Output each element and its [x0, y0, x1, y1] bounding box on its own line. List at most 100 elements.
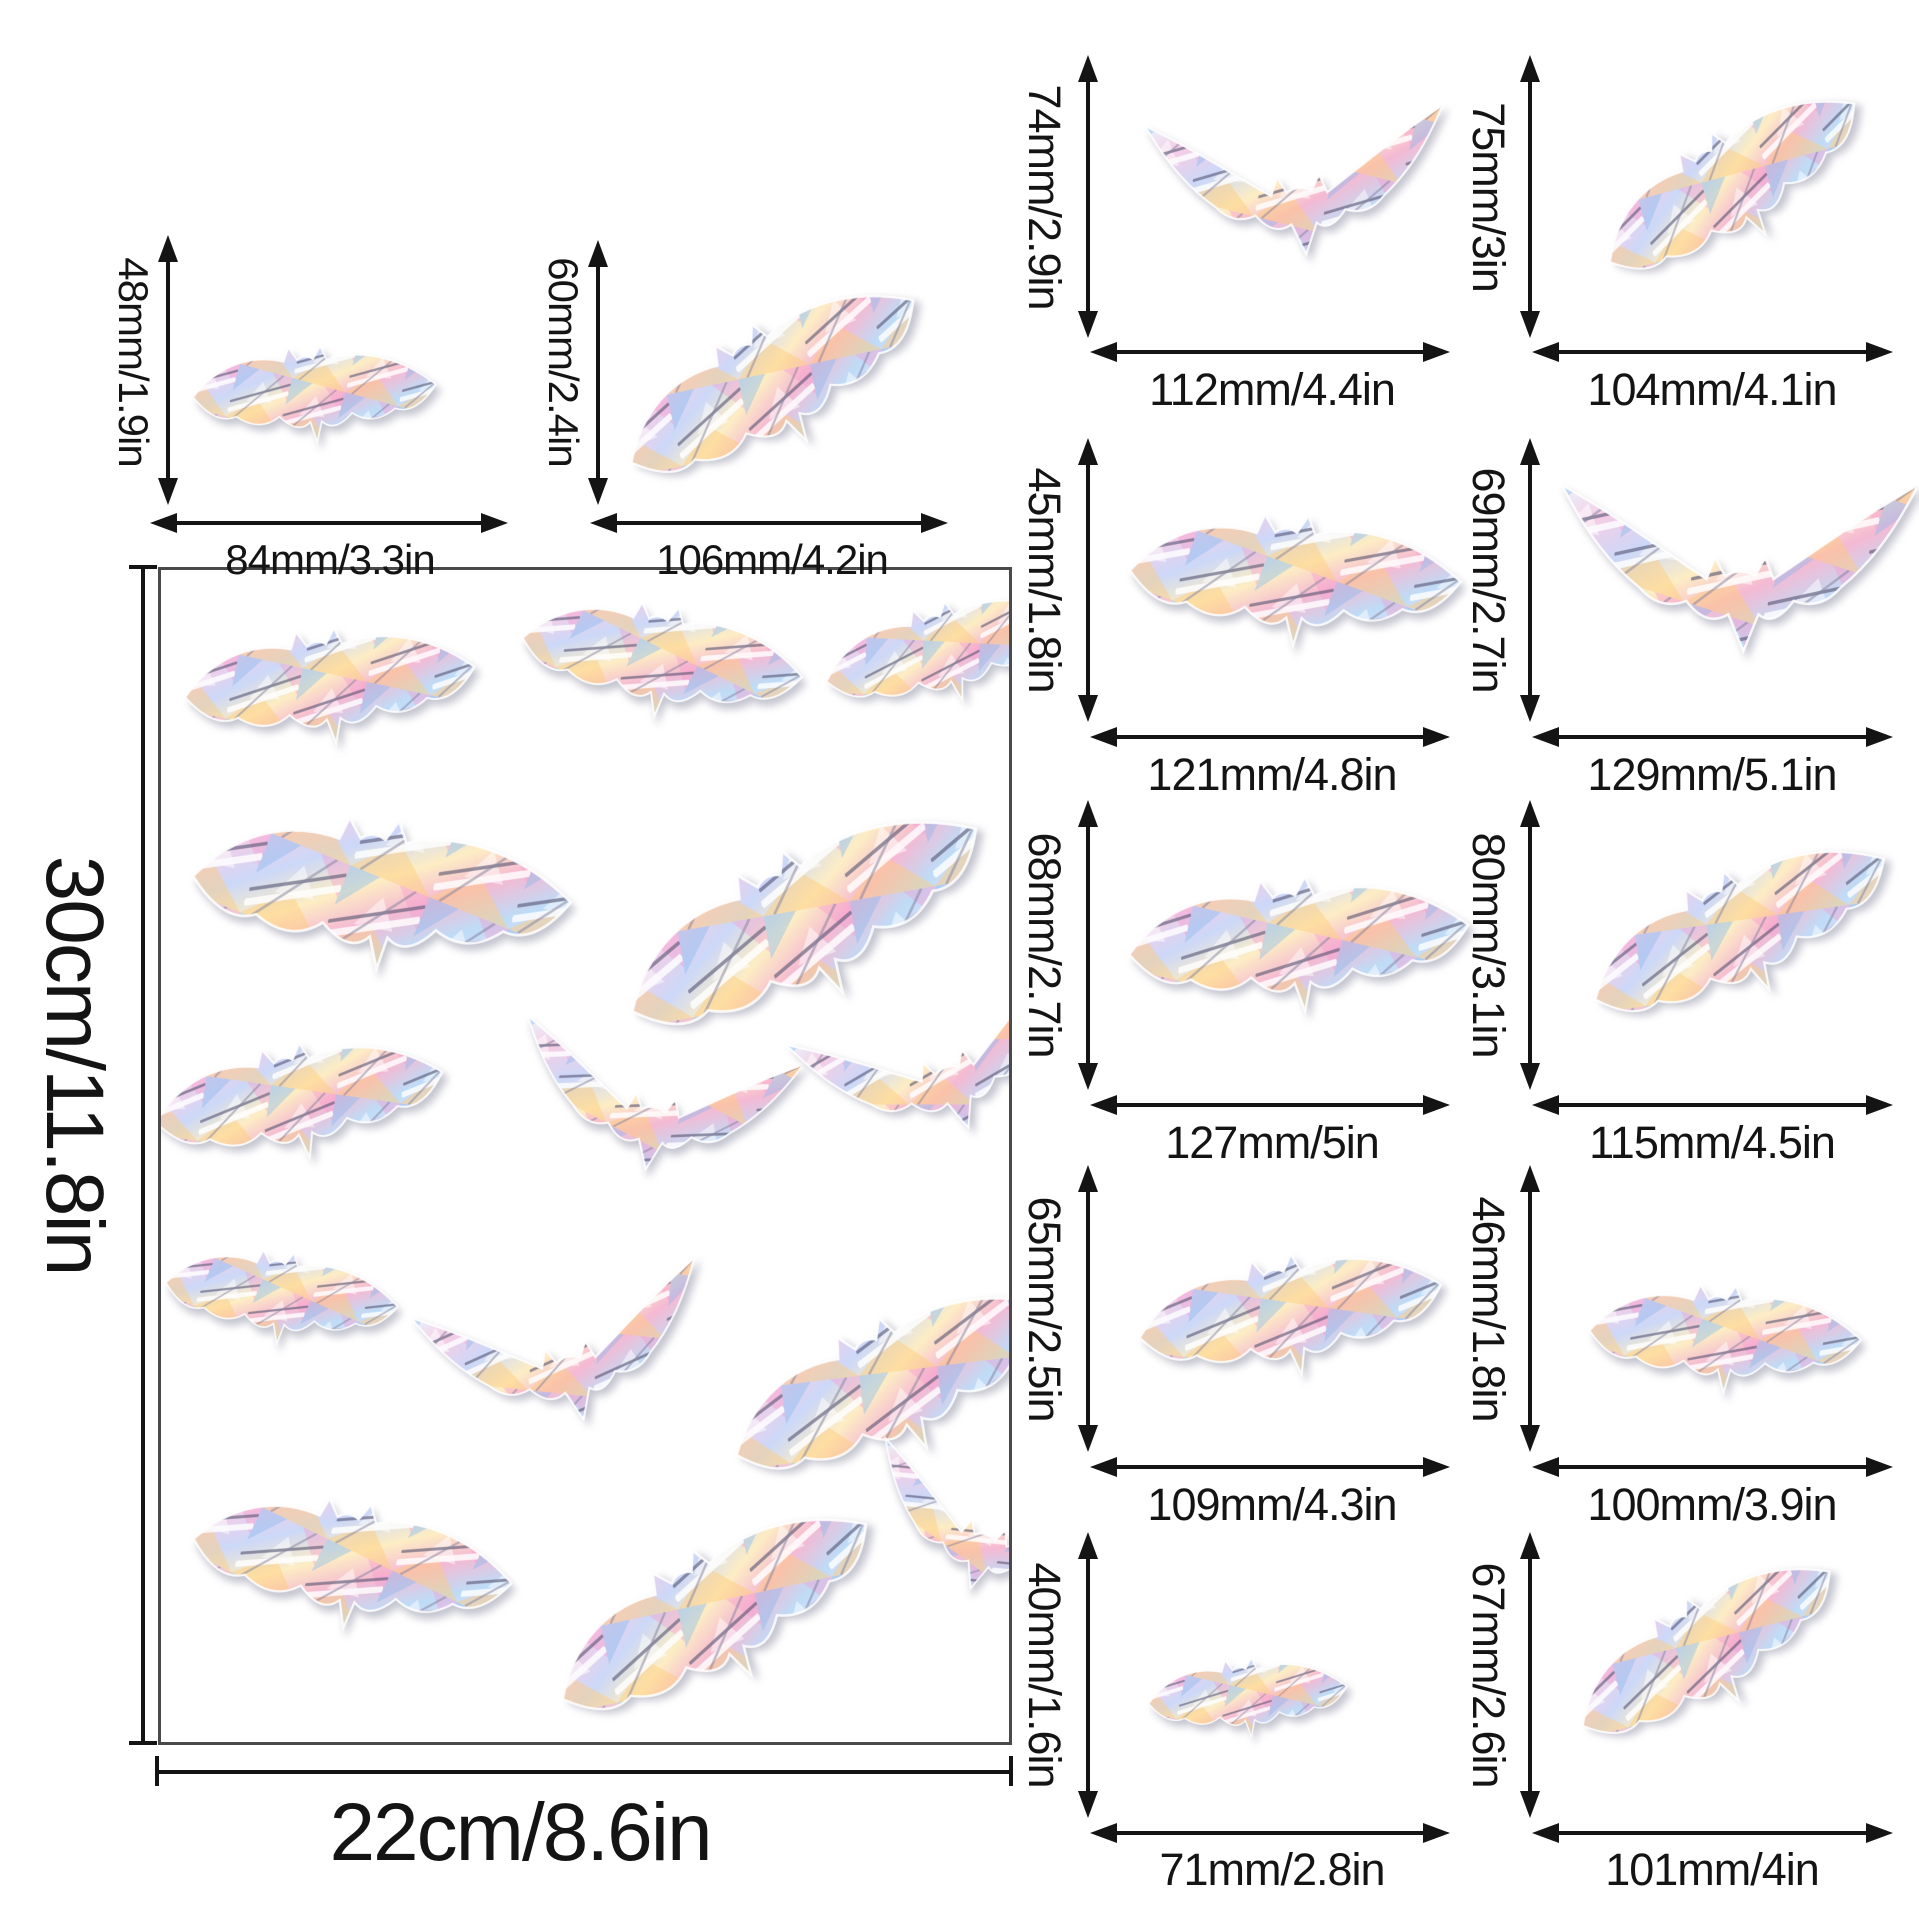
- size-item-3-width-dimension-arrowhead-left: [1532, 727, 1559, 747]
- size-item-8-height-dimension-arrowhead-top: [1078, 1532, 1098, 1559]
- size-item-4-width-dimension-arrowhead-right: [1423, 1095, 1450, 1115]
- size-item-9-width-dimension-arrowhead-left: [1532, 1823, 1559, 1843]
- bat-sticker: [1143, 104, 1454, 267]
- size-item-6-width-dimension-line: [1106, 1465, 1434, 1469]
- top-item-1-width-label: 106mm/4.2in: [656, 536, 889, 583]
- top-item-1-width-dimension-arrowhead-left: [590, 513, 617, 533]
- bat-sticker: [1126, 508, 1464, 653]
- size-item-5-width-dimension-arrowhead-left: [1532, 1095, 1559, 1115]
- size-item-3-height-dimension-line: [1528, 454, 1532, 706]
- size-item-8-width-dimension-arrowhead-right: [1423, 1823, 1450, 1843]
- bat-sticker: [1129, 1228, 1454, 1403]
- size-item-9-width-label: 101mm/4in: [1605, 1844, 1820, 1895]
- size-item-5-height-dimension-line: [1528, 816, 1532, 1074]
- size-item-6-width-dimension-arrowhead-left: [1090, 1457, 1117, 1477]
- size-item-3-height-dimension-arrowhead-top: [1520, 438, 1540, 465]
- sheet-width-label: 22cm/8.6in: [329, 1787, 712, 1878]
- size-item-2-height-label: 45mm/1.8in: [1019, 467, 1070, 693]
- bat-sticker: [183, 1479, 521, 1652]
- bat-sticker: [600, 247, 949, 524]
- size-item-8-height-dimension-line: [1086, 1548, 1090, 1802]
- bat-sticker: [178, 613, 483, 760]
- top-item-0-height-label: 48mm/1.9in: [110, 257, 157, 467]
- size-item-7-width-dimension-arrowhead-left: [1532, 1457, 1559, 1477]
- size-item-9-width-dimension-line: [1548, 1831, 1877, 1835]
- size-item-0-width-label: 112mm/4.4in: [1149, 364, 1396, 415]
- bat-sticker: [161, 1239, 404, 1357]
- size-item-4-width-dimension-arrowhead-left: [1090, 1095, 1117, 1115]
- size-item-1-width-dimension-line: [1548, 350, 1877, 354]
- bat-sticker: [1144, 1649, 1352, 1747]
- size-item-6-height-dimension-arrowhead-top: [1078, 1165, 1098, 1192]
- size-item-4-height-dimension-arrowhead-top: [1078, 800, 1098, 827]
- size-item-6-height-dimension-line: [1086, 1181, 1090, 1436]
- top-item-0-width-dimension-arrowhead-right: [481, 513, 508, 533]
- size-item-6-width-label: 109mm/4.3in: [1147, 1479, 1397, 1530]
- top-item-1-height-dimension-arrowhead-top: [588, 240, 608, 267]
- size-item-5-width-dimension-arrowhead-right: [1866, 1095, 1893, 1115]
- top-item-1-width-dimension-line: [606, 521, 932, 525]
- size-item-9-height-label: 67mm/2.6in: [1463, 1562, 1514, 1788]
- size-item-2-width-dimension-line: [1106, 735, 1434, 739]
- size-item-0-width-dimension-arrowhead-left: [1090, 342, 1117, 362]
- size-item-3-height-dimension-arrowhead-bottom: [1520, 695, 1540, 722]
- size-item-4-width-dimension-line: [1106, 1103, 1434, 1107]
- size-item-0-height-dimension-line: [1086, 71, 1090, 322]
- size-item-9-height-dimension-line: [1528, 1548, 1532, 1802]
- size-item-5-width-dimension-line: [1548, 1103, 1877, 1107]
- top-item-1-height-label: 60mm/2.4in: [540, 257, 587, 467]
- size-item-2-height-dimension-arrowhead-bottom: [1078, 695, 1098, 722]
- top-item-0-height-dimension-arrowhead-bottom: [158, 478, 178, 505]
- sheet-width-dimension-cap-right: [1009, 1756, 1013, 1786]
- sheet-width-dimension-line: [157, 1770, 1013, 1774]
- size-item-1-height-dimension-line: [1528, 71, 1532, 322]
- top-item-0-height-dimension-line: [166, 251, 170, 489]
- size-item-7-height-dimension-arrowhead-top: [1520, 1165, 1540, 1192]
- bat-sticker: [1122, 862, 1476, 1028]
- size-item-8-width-dimension-arrowhead-left: [1090, 1823, 1117, 1843]
- size-item-2-width-dimension-arrowhead-right: [1423, 727, 1450, 747]
- size-item-6-height-label: 65mm/2.5in: [1019, 1195, 1070, 1422]
- size-item-7-height-label: 46mm/1.8in: [1463, 1195, 1514, 1422]
- size-item-0-height-dimension-arrowhead-bottom: [1078, 311, 1098, 338]
- size-item-7-width-label: 100mm/3.9in: [1587, 1479, 1837, 1530]
- size-item-8-width-dimension-line: [1106, 1831, 1434, 1835]
- size-item-9-height-dimension-arrowhead-top: [1520, 1532, 1540, 1559]
- size-item-5-height-dimension-arrowhead-bottom: [1520, 1063, 1540, 1090]
- size-item-0-width-dimension-line: [1106, 350, 1434, 354]
- size-item-4-height-dimension-arrowhead-bottom: [1078, 1063, 1098, 1090]
- size-item-8-height-dimension-arrowhead-bottom: [1078, 1791, 1098, 1818]
- top-item-1-height-dimension-line: [596, 256, 600, 489]
- bat-sticker: [1580, 58, 1889, 315]
- size-item-4-height-label: 68mm/2.7in: [1019, 832, 1070, 1058]
- sheet-height-dimension-cap-top: [129, 565, 157, 569]
- size-item-3-height-label: 69mm/2.7in: [1463, 467, 1514, 693]
- size-item-1-height-dimension-arrowhead-bottom: [1520, 311, 1540, 338]
- size-item-4-height-dimension-line: [1086, 816, 1090, 1074]
- size-item-2-width-dimension-arrowhead-left: [1090, 727, 1117, 747]
- size-item-7-height-dimension-arrowhead-bottom: [1520, 1425, 1540, 1452]
- size-item-0-height-dimension-arrowhead-top: [1078, 55, 1098, 82]
- size-item-3-width-dimension-line: [1548, 735, 1877, 739]
- size-item-1-width-label: 104mm/4.1in: [1587, 364, 1837, 415]
- sheet-height-label: 30cm/11.8in: [29, 855, 120, 1275]
- size-item-7-height-dimension-line: [1528, 1181, 1532, 1436]
- bat-sticker: [410, 1257, 724, 1452]
- size-item-8-width-label: 71mm/2.8in: [1159, 1844, 1385, 1895]
- top-item-1-width-dimension-arrowhead-right: [921, 513, 948, 533]
- size-item-1-height-label: 75mm/3in: [1463, 101, 1514, 292]
- bat-sticker: [1586, 1280, 1864, 1399]
- size-item-0-height-label: 74mm/2.9in: [1019, 83, 1070, 310]
- size-item-6-height-dimension-arrowhead-bottom: [1078, 1425, 1098, 1452]
- sheet-width-dimension-cap-left: [155, 1756, 159, 1786]
- bat-sticker: [513, 586, 811, 737]
- top-item-1-height-dimension-arrowhead-bottom: [588, 478, 608, 505]
- bat-sticker: [1560, 483, 1919, 653]
- bat-sticker: [189, 339, 440, 450]
- size-item-3-width-dimension-arrowhead-right: [1866, 727, 1893, 747]
- size-item-7-width-dimension-line: [1548, 1465, 1877, 1469]
- size-item-9-height-dimension-arrowhead-bottom: [1520, 1791, 1540, 1818]
- size-item-7-width-dimension-arrowhead-right: [1866, 1457, 1893, 1477]
- bat-sticker: [161, 1018, 455, 1184]
- size-item-2-width-label: 121mm/4.8in: [1147, 749, 1397, 800]
